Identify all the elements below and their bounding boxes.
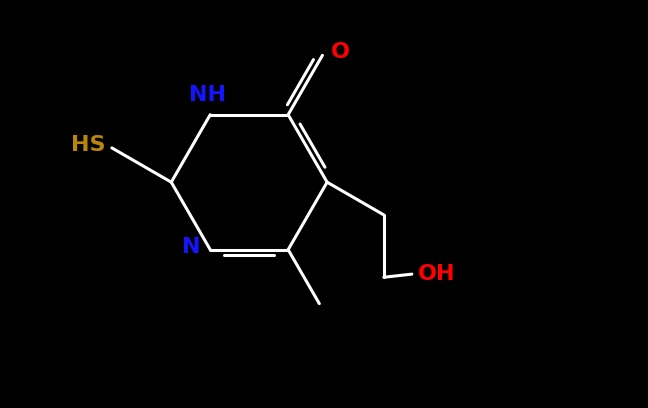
Text: NH: NH [189, 85, 226, 105]
Text: N: N [182, 237, 201, 257]
Text: O: O [330, 42, 349, 62]
Text: OH: OH [418, 264, 456, 284]
Text: HS: HS [71, 135, 106, 155]
